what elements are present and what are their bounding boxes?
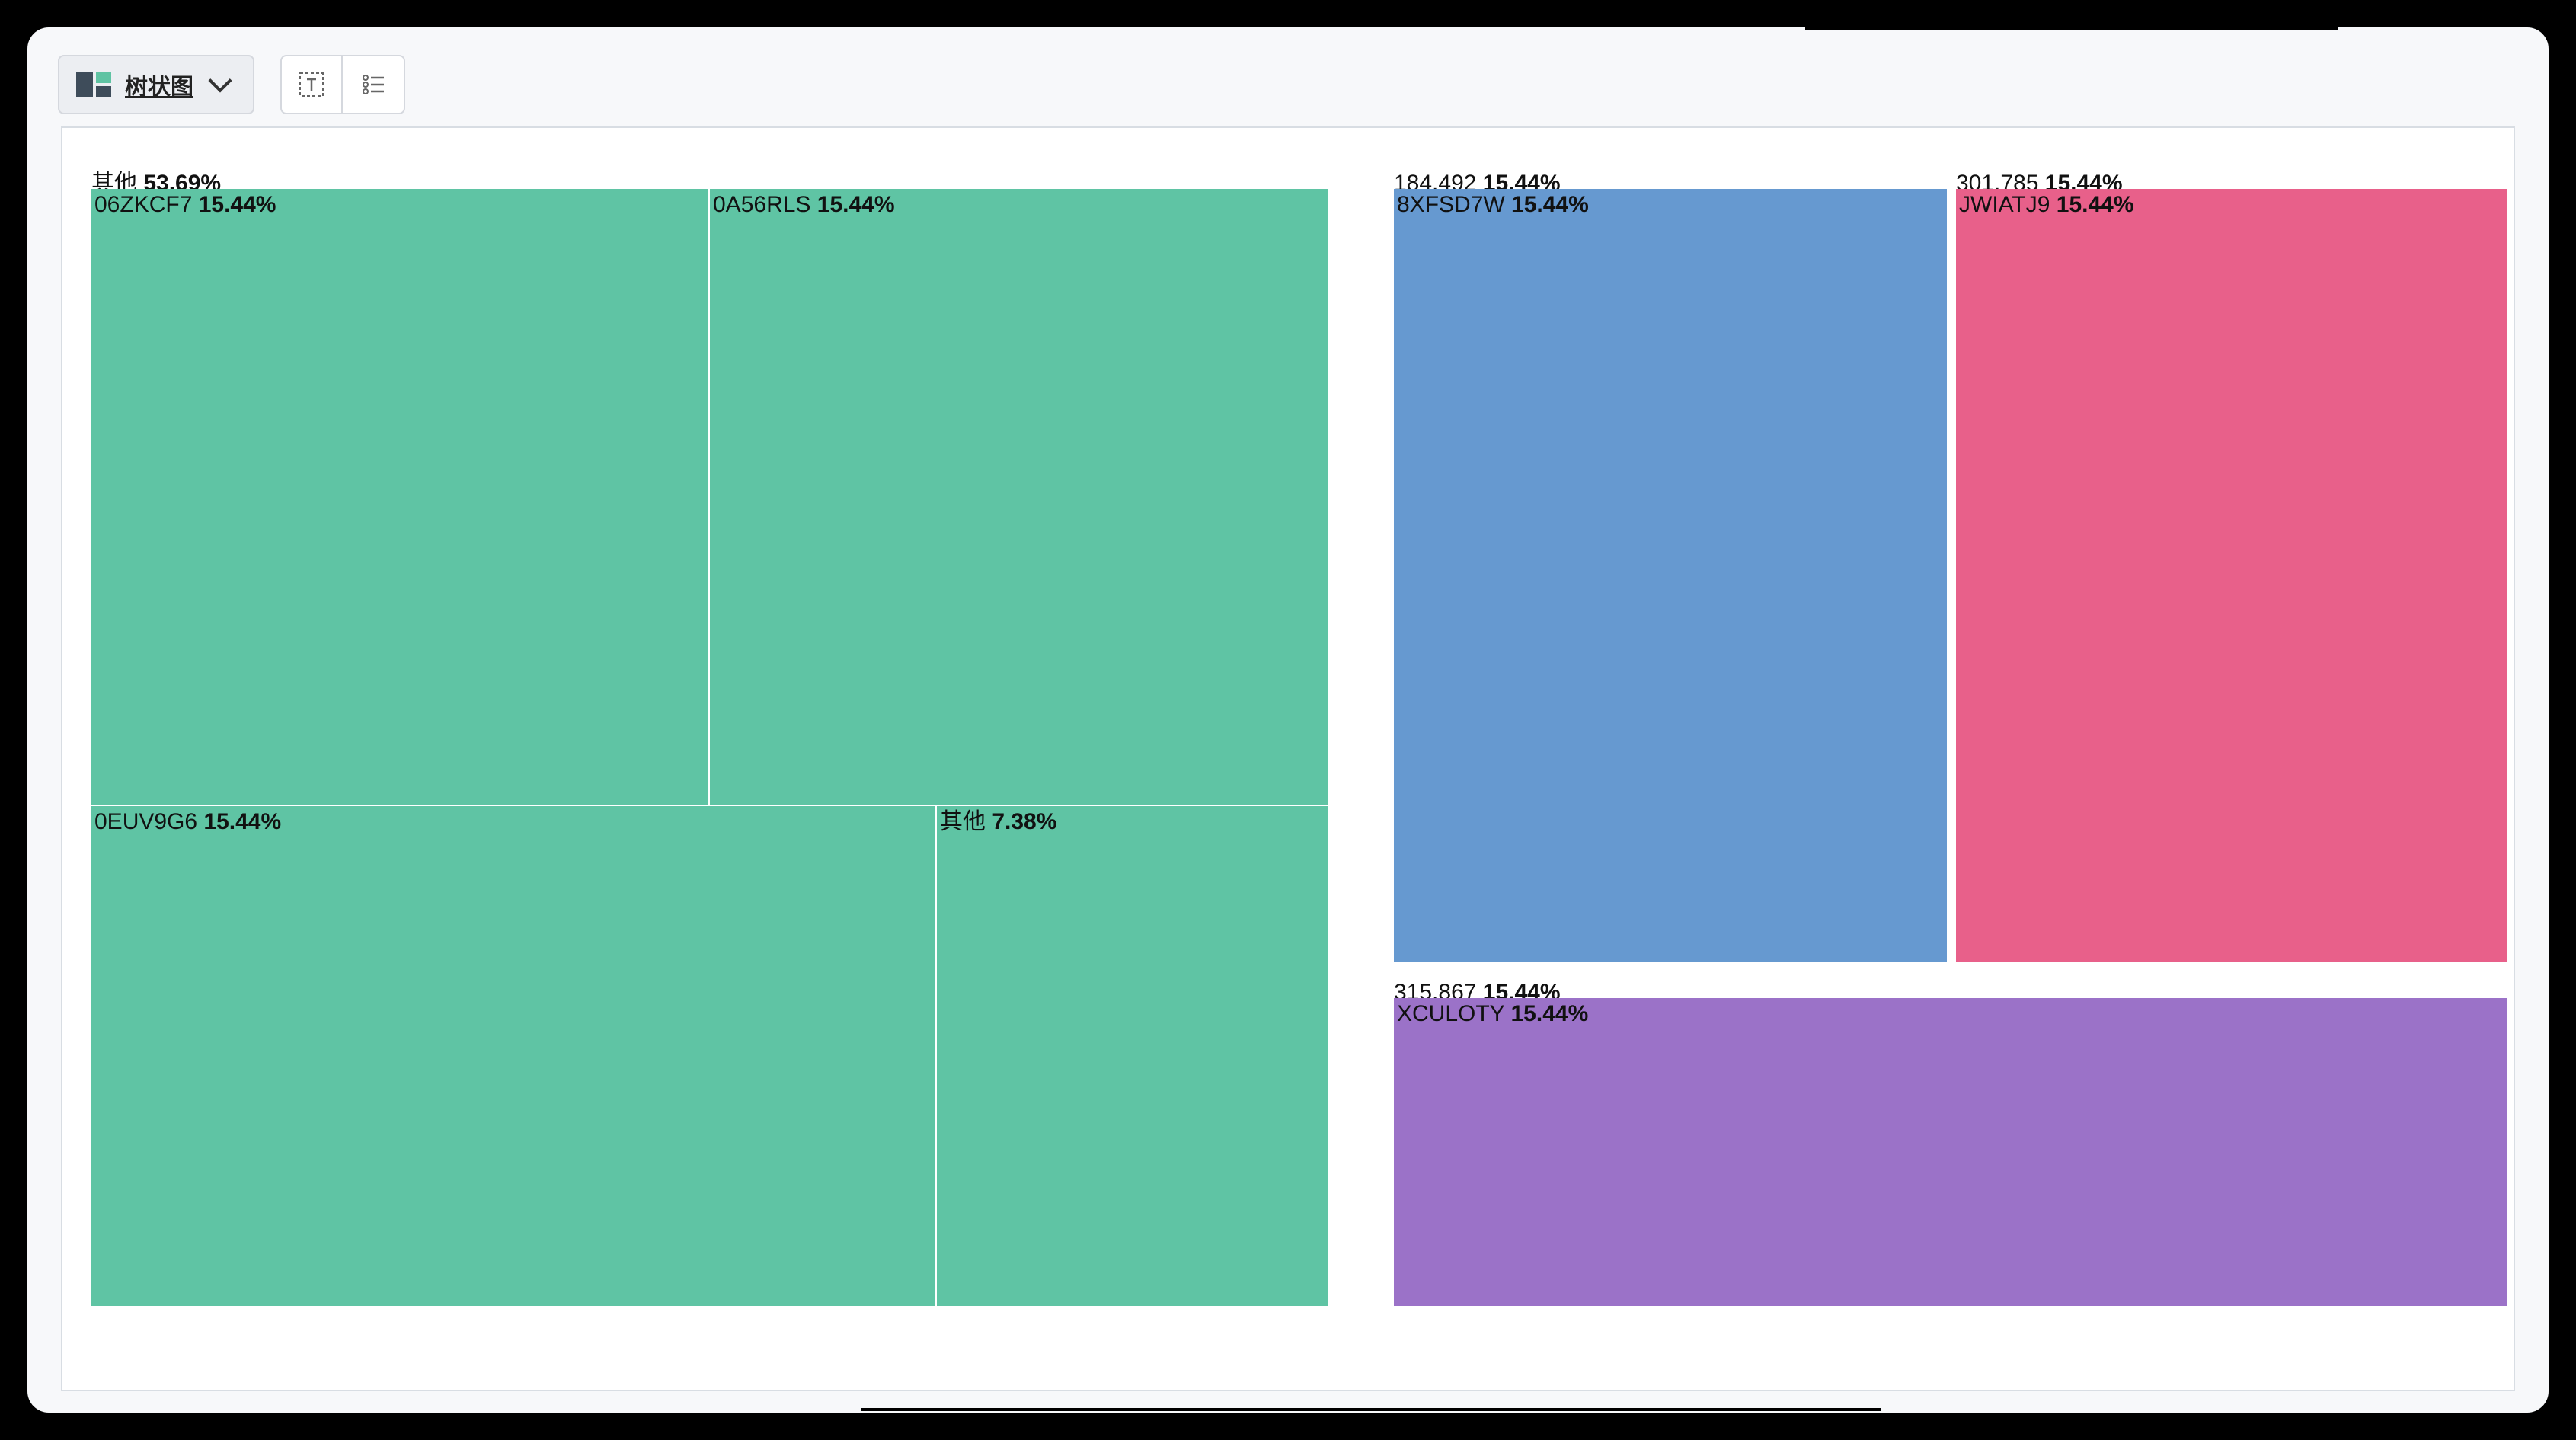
bottom-divider [861,1408,1881,1411]
top-divider [1805,27,2338,30]
treemap-cell-label: 0A56RLS 15.44% [713,192,895,217]
treemap-chart: 其他 53.69%06ZKCF7 15.44% 0A56RLS 15.44%0EU… [91,171,2507,1306]
treemap-cell[interactable] [1956,189,2507,962]
treemap-cell[interactable] [710,189,1328,805]
treemap-cell[interactable] [91,189,708,805]
treemap-icon [76,72,111,97]
chart-panel: 其他 53.69% 06ZKCF7 15.44% 0A56RLS 15.44% 0EU… [61,126,2515,1391]
view-options [280,55,405,114]
fit-text-button[interactable] [280,55,343,114]
treemap-cell[interactable] [91,806,935,1306]
chart-toolbar: 树状图 [58,55,405,114]
chart-type-dropdown[interactable]: 树状图 [58,55,254,114]
legend-list-button[interactable] [343,55,405,114]
treemap-cell[interactable] [1394,189,1947,962]
app-window: 树状图 [27,27,2549,1413]
treemap-cell-label: 8XFSD7W 15.44% [1397,192,1589,217]
treemap-cell-label: 0EUV9G6 15.44% [94,809,281,834]
fit-text-icon [299,72,324,97]
treemap-cell-label: XCULOTY 15.44% [1397,1001,1588,1026]
treemap-cell-label: 06ZKCF7 15.44% [94,192,276,217]
treemap-cell[interactable] [1394,998,2507,1306]
treemap-cell-label: JWIATJ9 15.44% [1959,192,2134,217]
treemap-cell-label: 其他 7.38% [940,809,1056,834]
chevron-down-icon [208,69,232,93]
legend-list-icon [363,75,384,94]
treemap-cell[interactable] [937,806,1328,1306]
chart-type-label: 树状图 [125,75,193,100]
